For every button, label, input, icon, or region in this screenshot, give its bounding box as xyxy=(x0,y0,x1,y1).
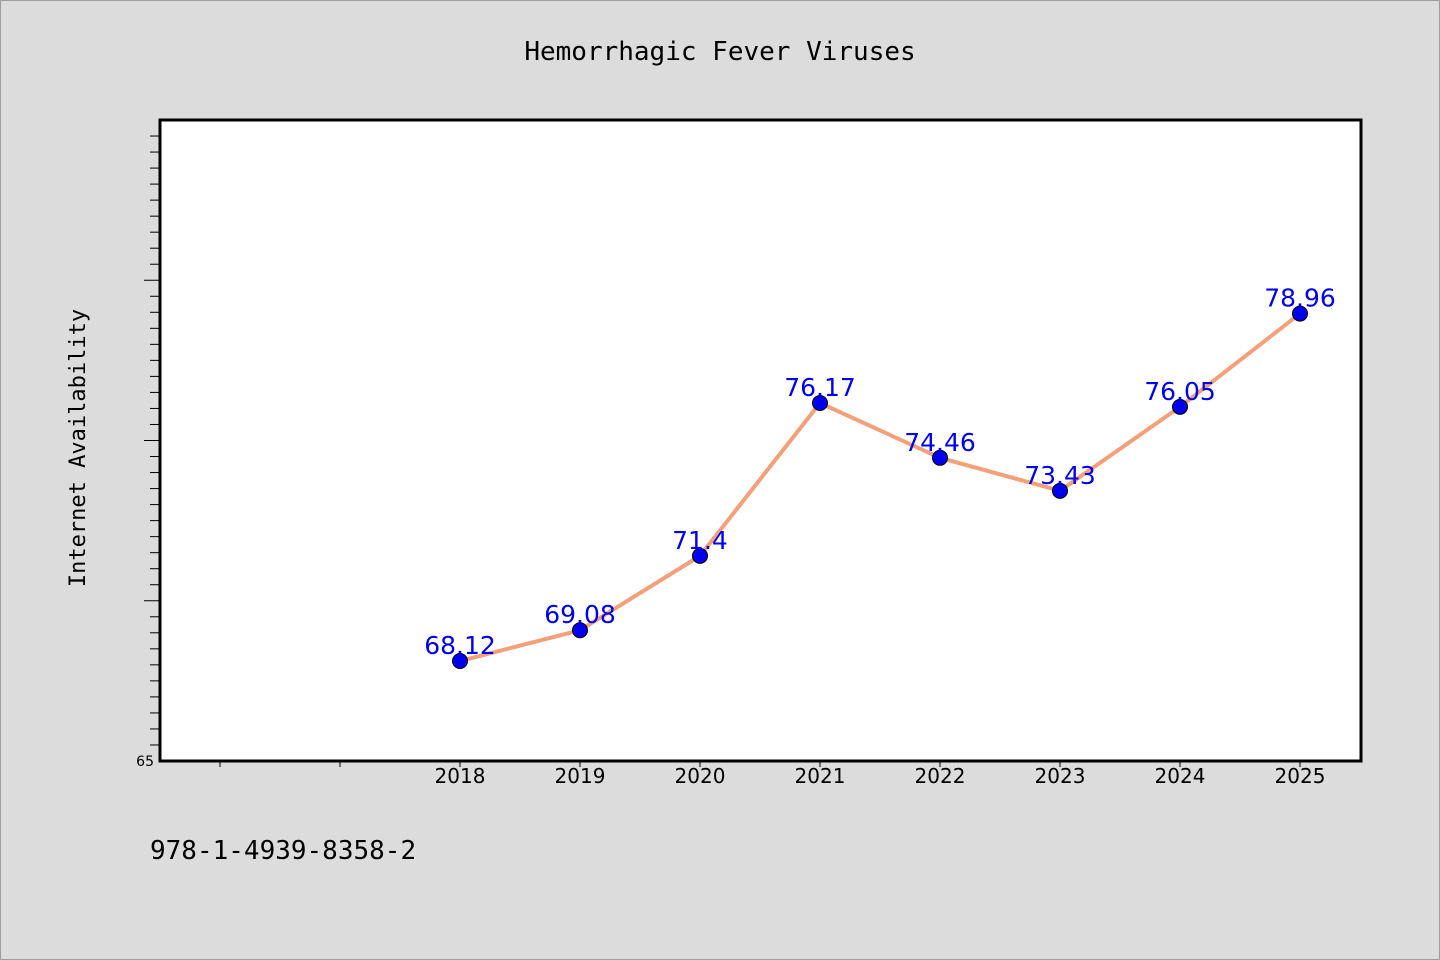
x-tick-label: 2022 xyxy=(915,764,966,788)
data-point xyxy=(452,653,468,670)
data-label: 76.17 xyxy=(784,373,856,402)
x-tick-label: 2018 xyxy=(435,764,486,788)
series-line xyxy=(458,311,1302,664)
x-tick-label: 2023 xyxy=(1035,764,1086,788)
y-tick-label: 65 xyxy=(136,754,154,770)
data-point xyxy=(932,449,948,466)
x-axis-ticks: 2018 2019 2020 2021 2022 2023 2024 2025 xyxy=(219,761,1326,788)
x-tick-label: 2024 xyxy=(1155,764,1206,788)
x-tick-label: 2020 xyxy=(675,764,726,788)
data-point xyxy=(1052,482,1068,499)
x-tick-label: 2021 xyxy=(795,764,846,788)
chart-title: Hemorrhagic Fever Viruses xyxy=(524,37,915,67)
data-label: 68.12 xyxy=(424,631,496,660)
data-point xyxy=(1292,305,1308,322)
y-axis-ticks: 65 xyxy=(136,135,160,770)
x-tick-label: 2025 xyxy=(1275,764,1326,788)
data-label: 78.96 xyxy=(1264,284,1336,313)
data-point xyxy=(1172,398,1188,415)
data-label: 71.4 xyxy=(672,526,728,555)
footer-identifier: 978-1-4939-8358-2 xyxy=(150,836,417,866)
plot-area xyxy=(158,118,1363,763)
data-label: 74.46 xyxy=(904,428,976,457)
data-label: 76.05 xyxy=(1144,377,1216,406)
data-label: 69.08 xyxy=(544,600,616,629)
data-point xyxy=(812,395,828,412)
data-point xyxy=(572,622,588,639)
series-layer: 68.12 69.08 71.4 76.17 74.46 73.43 76.05 78.96 xyxy=(424,284,1336,670)
data-label: 73.43 xyxy=(1024,461,1096,490)
y-axis-label: Internet Availability xyxy=(66,309,91,587)
data-point xyxy=(692,547,708,564)
x-tick-label: 2019 xyxy=(555,764,606,788)
